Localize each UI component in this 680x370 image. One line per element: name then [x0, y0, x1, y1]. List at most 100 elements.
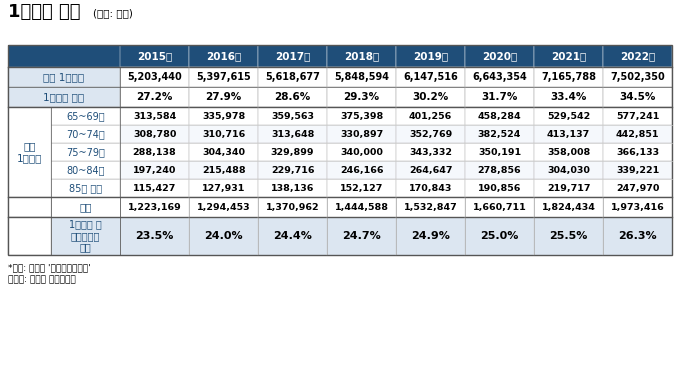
Bar	[327, 197, 396, 217]
Bar	[189, 217, 258, 255]
Bar	[120, 143, 189, 161]
Text: 278,856: 278,856	[478, 165, 522, 175]
Bar	[258, 87, 327, 107]
Bar	[120, 107, 189, 125]
Text: 80~84세: 80~84세	[67, 165, 105, 175]
Bar	[258, 45, 327, 67]
Text: 366,133: 366,133	[616, 148, 659, 157]
Bar	[465, 67, 534, 87]
Text: 27.9%: 27.9%	[205, 92, 241, 102]
Text: 1,370,962: 1,370,962	[266, 202, 320, 212]
Text: 85세 이상: 85세 이상	[69, 183, 102, 193]
Text: 401,256: 401,256	[409, 111, 452, 121]
Text: 70~74세: 70~74세	[66, 129, 105, 139]
Text: 7,502,350: 7,502,350	[610, 72, 665, 82]
Bar	[327, 143, 396, 161]
Text: 264,647: 264,647	[409, 165, 452, 175]
Text: 30.2%: 30.2%	[413, 92, 449, 102]
Bar	[327, 179, 396, 197]
Text: 335,978: 335,978	[202, 111, 245, 121]
Text: 127,931: 127,931	[202, 184, 245, 192]
Bar	[396, 161, 465, 179]
Bar	[396, 107, 465, 125]
Text: 6,147,516: 6,147,516	[403, 72, 458, 82]
Text: 5,848,594: 5,848,594	[334, 72, 389, 82]
Text: 329,899: 329,899	[271, 148, 314, 157]
Text: 115,427: 115,427	[133, 184, 176, 192]
Text: 1,973,416: 1,973,416	[611, 202, 664, 212]
Bar	[465, 45, 534, 67]
Text: 170,843: 170,843	[409, 184, 452, 192]
Text: 5,203,440: 5,203,440	[127, 72, 182, 82]
Bar	[465, 161, 534, 179]
Text: 330,897: 330,897	[340, 130, 384, 138]
Bar	[189, 87, 258, 107]
Text: 7,165,788: 7,165,788	[541, 72, 596, 82]
Bar	[396, 45, 465, 67]
Bar	[189, 179, 258, 197]
Bar	[51, 143, 120, 161]
Bar	[534, 87, 603, 107]
Text: 27.2%: 27.2%	[137, 92, 173, 102]
Bar	[120, 45, 189, 67]
Text: 1인가구 추이: 1인가구 추이	[8, 3, 80, 21]
Text: *지료: 통계청 '인구주택총조사': *지료: 통계청 '인구주택총조사'	[8, 263, 90, 272]
Bar	[465, 217, 534, 255]
Text: 340,000: 340,000	[340, 148, 383, 157]
Bar	[534, 143, 603, 161]
Bar	[603, 197, 672, 217]
Bar	[120, 161, 189, 179]
Text: 215,488: 215,488	[202, 165, 245, 175]
Bar	[258, 179, 327, 197]
Text: 1,824,434: 1,824,434	[541, 202, 596, 212]
Text: 413,137: 413,137	[547, 130, 590, 138]
Bar	[258, 125, 327, 143]
Text: 2021년: 2021년	[551, 51, 586, 61]
Text: 246,166: 246,166	[340, 165, 384, 175]
Bar	[258, 67, 327, 87]
Text: 1,444,588: 1,444,588	[335, 202, 388, 212]
Bar	[396, 197, 465, 217]
Bar	[603, 179, 672, 197]
Text: 2016년: 2016년	[206, 51, 241, 61]
Text: (단위: 가구): (단위: 가구)	[93, 8, 133, 18]
Bar	[189, 161, 258, 179]
Bar	[396, 179, 465, 197]
Bar	[327, 125, 396, 143]
Bar	[189, 45, 258, 67]
Text: 313,648: 313,648	[271, 130, 314, 138]
Text: 전체 1인가구: 전체 1인가구	[44, 72, 84, 82]
Bar	[327, 161, 396, 179]
Text: 247,970: 247,970	[616, 184, 659, 192]
Text: 442,851: 442,851	[616, 130, 659, 138]
Bar	[189, 125, 258, 143]
Bar	[51, 107, 120, 125]
Bar	[327, 67, 396, 87]
Bar	[51, 179, 120, 197]
Text: 25.5%: 25.5%	[549, 231, 588, 241]
Bar	[258, 197, 327, 217]
Text: 138,136: 138,136	[271, 184, 314, 192]
Text: 190,856: 190,856	[478, 184, 521, 192]
Text: 24.4%: 24.4%	[273, 231, 312, 241]
Bar	[534, 125, 603, 143]
Text: 229,716: 229,716	[271, 165, 314, 175]
Text: 313,584: 313,584	[133, 111, 176, 121]
Bar	[603, 143, 672, 161]
Bar	[534, 67, 603, 87]
Text: 소계: 소계	[80, 202, 92, 212]
Text: 1,660,711: 1,660,711	[473, 202, 526, 212]
Bar	[189, 197, 258, 217]
Bar	[603, 107, 672, 125]
Text: 24.9%: 24.9%	[411, 231, 450, 241]
Text: 2018년: 2018년	[344, 51, 379, 61]
Bar	[51, 217, 120, 255]
Bar	[8, 87, 120, 107]
Text: 304,030: 304,030	[547, 165, 590, 175]
Text: 그래픽: 이지혜 디자인기자: 그래픽: 이지혜 디자인기자	[8, 275, 75, 284]
Text: 152,127: 152,127	[340, 184, 384, 192]
Text: 219,717: 219,717	[547, 184, 590, 192]
Text: 5,618,677: 5,618,677	[265, 72, 320, 82]
Bar	[534, 217, 603, 255]
Bar	[258, 161, 327, 179]
